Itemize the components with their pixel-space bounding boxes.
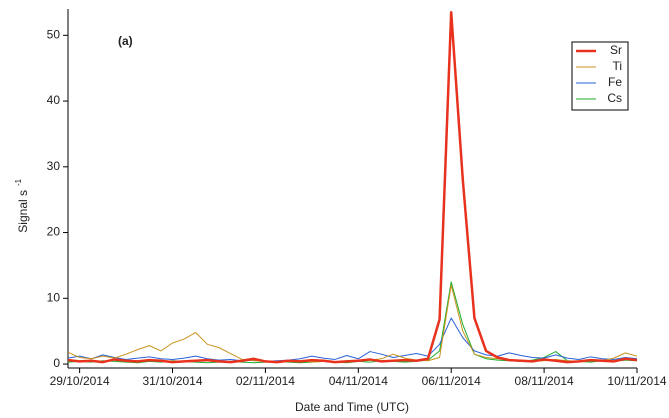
y-tick-label: 20 [47,225,61,239]
annotation: (a) [118,34,133,48]
x-tick-label: 06/11/2014 [422,374,481,388]
x-tick-label: 29/10/2014 [50,374,110,388]
y-tick-label: 50 [47,27,61,41]
x-axis-label: Date and Time (UTC) [295,400,409,414]
series-line [67,317,638,362]
x-tick-label: 08/11/2014 [515,374,574,388]
x-tick-label: 31/10/2014 [142,374,202,388]
series-line [67,11,638,364]
legend-label: Ti [612,59,622,73]
y-tick-label: 30 [47,159,61,173]
y-tick-label: 40 [47,93,61,107]
y-axis-label-superscript: -1 [14,178,23,186]
x-tick-label: 02/11/2014 [236,374,295,388]
x-tick-label: 04/11/2014 [329,374,388,388]
legend-label: Fe [608,75,622,89]
y-axis-label: Signal s [16,190,30,233]
series-line [67,281,638,364]
y-tick-label: 10 [47,290,61,304]
legend-label: Sr [610,43,622,57]
legend-label: Cs [607,91,622,105]
y-axis-label-group: Signal s -1 [14,178,30,232]
series-line [67,284,638,363]
x-tick-label: 10/11/2014 [607,374,666,388]
y-tick-label: 0 [53,356,60,370]
